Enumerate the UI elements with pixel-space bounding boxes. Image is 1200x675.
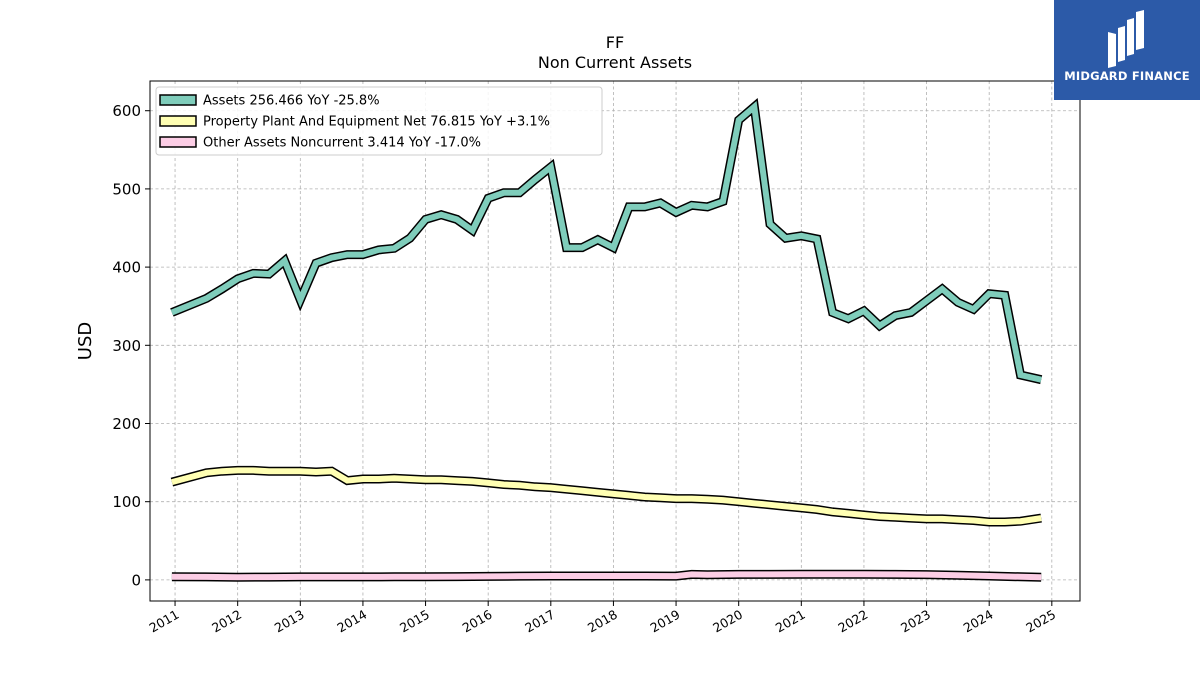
series-line: [171, 467, 1042, 525]
series-3: [171, 569, 1042, 582]
y-tick-label: 100: [112, 493, 141, 511]
y-axis-label: USD: [75, 322, 96, 360]
y-tick-label: 300: [112, 337, 141, 355]
x-tick-label: 2016: [460, 607, 495, 636]
logo-text: MIDGARD FINANCE: [1064, 69, 1190, 83]
legend-label: Other Assets Noncurrent 3.414 YoY -17.0%: [203, 136, 481, 151]
x-tick-label: 2024: [961, 607, 996, 636]
legend-label: Assets 256.466 YoY -25.8%: [203, 94, 380, 109]
series-2: [170, 465, 1042, 527]
series-line: [171, 571, 1042, 581]
x-tick-label: 2021: [773, 607, 808, 636]
midgard-finance-logo: MIDGARD FINANCE: [1054, 0, 1200, 100]
x-tick-label: 2013: [272, 607, 307, 636]
x-tick-label: 2023: [898, 607, 933, 636]
plot-frame: [149, 80, 1081, 602]
y-tick-label: 400: [112, 259, 141, 277]
y-tick-label: 600: [112, 102, 141, 120]
x-tick-label: 2012: [209, 607, 244, 636]
logo-mark-icon: [1108, 10, 1144, 68]
x-tick-label: 2017: [522, 607, 557, 636]
x-tick-label: 2019: [648, 607, 683, 636]
chart-subtitle: Non Current Assets: [538, 53, 692, 72]
y-axis-ticks: 0 100 200 300 400 500 600: [112, 102, 150, 589]
x-tick-label: 2025: [1023, 607, 1058, 636]
legend-swatch: [159, 94, 197, 106]
legend-box: [155, 86, 603, 156]
x-tick-label: 2011: [147, 607, 182, 636]
series-1: [170, 98, 1043, 385]
x-tick-label: 2020: [710, 607, 745, 636]
x-axis-ticks: 2011 2012 2013 2014 2015 2016 2017 2018 2019 2020…: [147, 601, 1058, 636]
y-tick-label: 200: [112, 415, 141, 433]
x-tick-label: 2018: [585, 607, 620, 636]
legend-swatch: [159, 136, 197, 148]
x-tick-label: 2022: [835, 607, 870, 636]
series-line: [170, 100, 1042, 383]
x-tick-label: 2014: [334, 607, 369, 636]
x-tick-label: 2015: [397, 607, 432, 636]
legend-swatch: [159, 115, 197, 127]
legend: Assets 256.466 YoY -25.8% Property Plant …: [155, 86, 603, 156]
chart-title: FF: [606, 33, 624, 52]
y-tick-label: 0: [131, 571, 141, 589]
legend-label: Property Plant And Equipment Net 76.815 …: [203, 115, 550, 130]
y-tick-label: 500: [112, 180, 141, 198]
